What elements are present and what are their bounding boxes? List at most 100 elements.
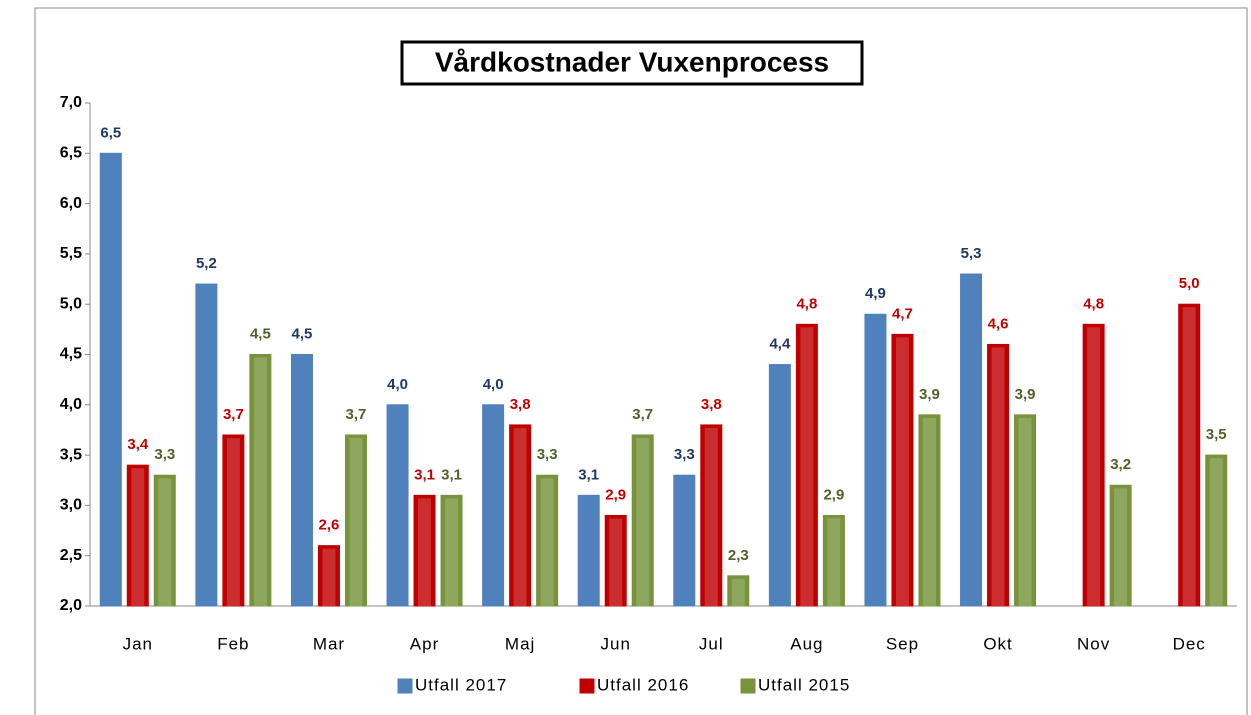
bar-highlight <box>827 518 841 606</box>
chart-title: Vårdkostnader Vuxenprocess <box>435 46 829 77</box>
data-label: 3,1 <box>441 466 462 483</box>
x-tick-label: Mar <box>313 634 345 653</box>
bar <box>960 273 983 607</box>
bar-highlight <box>540 478 554 606</box>
x-tick-label: Dec <box>1173 634 1206 653</box>
x-tick-label: Feb <box>217 634 249 653</box>
legend-label: Utfall 2016 <box>597 675 689 694</box>
data-label: 4,0 <box>387 376 408 393</box>
y-tick-label: 2,0 <box>60 597 82 614</box>
bar <box>317 545 340 607</box>
bar-highlight <box>991 347 1005 606</box>
data-label: 3,2 <box>1110 456 1131 473</box>
bar <box>864 313 887 607</box>
bar-highlight <box>731 578 745 606</box>
bar <box>987 343 1010 607</box>
bar <box>822 514 845 607</box>
x-tick-label: Nov <box>1077 634 1110 653</box>
data-label: 3,3 <box>674 446 695 463</box>
data-label: 4,4 <box>769 336 791 353</box>
data-label: 3,7 <box>346 406 367 423</box>
data-label: 2,6 <box>319 517 340 534</box>
bar <box>482 404 505 607</box>
x-tick-label: Aug <box>790 634 823 653</box>
data-label: 2,9 <box>605 486 626 503</box>
data-label: 5,3 <box>961 245 982 262</box>
bar <box>1205 454 1228 607</box>
y-tick-label: 6,0 <box>60 195 82 212</box>
y-tick-label: 4,5 <box>60 346 82 363</box>
data-label: 6,5 <box>100 124 121 141</box>
bar <box>891 333 914 607</box>
y-tick-label: 5,0 <box>60 295 82 312</box>
data-label: 3,7 <box>632 406 653 423</box>
legend-label: Utfall 2017 <box>415 675 507 694</box>
data-label: 5,0 <box>1179 275 1200 292</box>
bar <box>195 283 218 607</box>
bar-highlight <box>704 427 718 606</box>
data-label: 3,9 <box>919 386 940 403</box>
data-label: 3,8 <box>701 396 722 413</box>
bar <box>1014 414 1037 607</box>
bar <box>1109 484 1132 607</box>
bar <box>509 424 532 607</box>
data-label: 2,3 <box>728 547 749 564</box>
legend-swatch <box>397 678 413 694</box>
y-tick-label: 4,0 <box>60 396 82 413</box>
legend-swatch <box>740 678 756 694</box>
bar-highlight <box>418 498 432 606</box>
data-label: 3,8 <box>510 396 531 413</box>
data-label: 3,1 <box>578 466 599 483</box>
data-label: 4,5 <box>292 325 313 342</box>
bar-highlight <box>1087 327 1101 606</box>
y-tick-label: 7,0 <box>60 94 82 111</box>
y-tick-label: 5,5 <box>60 245 82 262</box>
bar <box>386 404 409 607</box>
bar <box>440 494 463 607</box>
bar-highlight <box>1114 488 1128 606</box>
legend-label: Utfall 2015 <box>758 675 850 694</box>
data-label: 4,8 <box>796 295 817 312</box>
x-tick-label: Okt <box>983 634 1012 653</box>
y-tick-label: 6,5 <box>60 145 82 162</box>
bar-highlight <box>636 437 650 606</box>
bar-highlight <box>609 518 623 606</box>
bar <box>99 152 122 607</box>
bar-highlight <box>513 427 527 606</box>
data-label: 2,9 <box>823 486 844 503</box>
data-label: 4,7 <box>892 305 913 322</box>
data-label: 3,3 <box>154 446 175 463</box>
bar <box>536 474 559 607</box>
bar-highlight <box>253 357 267 606</box>
bar <box>918 414 941 607</box>
y-tick-label: 3,0 <box>60 497 82 514</box>
chart-frame <box>34 7 1248 715</box>
bar-highlight <box>922 417 936 606</box>
data-label: 3,7 <box>223 406 244 423</box>
bar <box>1178 303 1201 607</box>
bar-highlight <box>322 548 336 606</box>
x-tick-label: Jan <box>123 634 153 653</box>
data-label: 4,6 <box>988 315 1009 332</box>
bar <box>222 434 245 607</box>
bar-highlight <box>445 498 459 606</box>
data-label: 5,2 <box>196 255 217 272</box>
data-label: 3,3 <box>537 446 558 463</box>
bar <box>1082 323 1105 607</box>
bar <box>795 323 818 607</box>
y-tick-label: 2,5 <box>60 547 82 564</box>
data-label: 3,4 <box>127 436 149 453</box>
x-tick-label: Jun <box>600 634 630 653</box>
bar <box>577 494 600 607</box>
bar-highlight <box>1209 458 1223 606</box>
data-label: 4,0 <box>483 376 504 393</box>
data-label: 3,5 <box>1206 426 1227 443</box>
bar <box>631 434 654 607</box>
bar <box>153 474 176 607</box>
bar-highlight <box>226 437 240 606</box>
bar-highlight <box>895 337 909 606</box>
legend-swatch <box>579 678 595 694</box>
bar-highlight <box>1018 417 1032 606</box>
x-tick-label: Jul <box>699 634 724 653</box>
